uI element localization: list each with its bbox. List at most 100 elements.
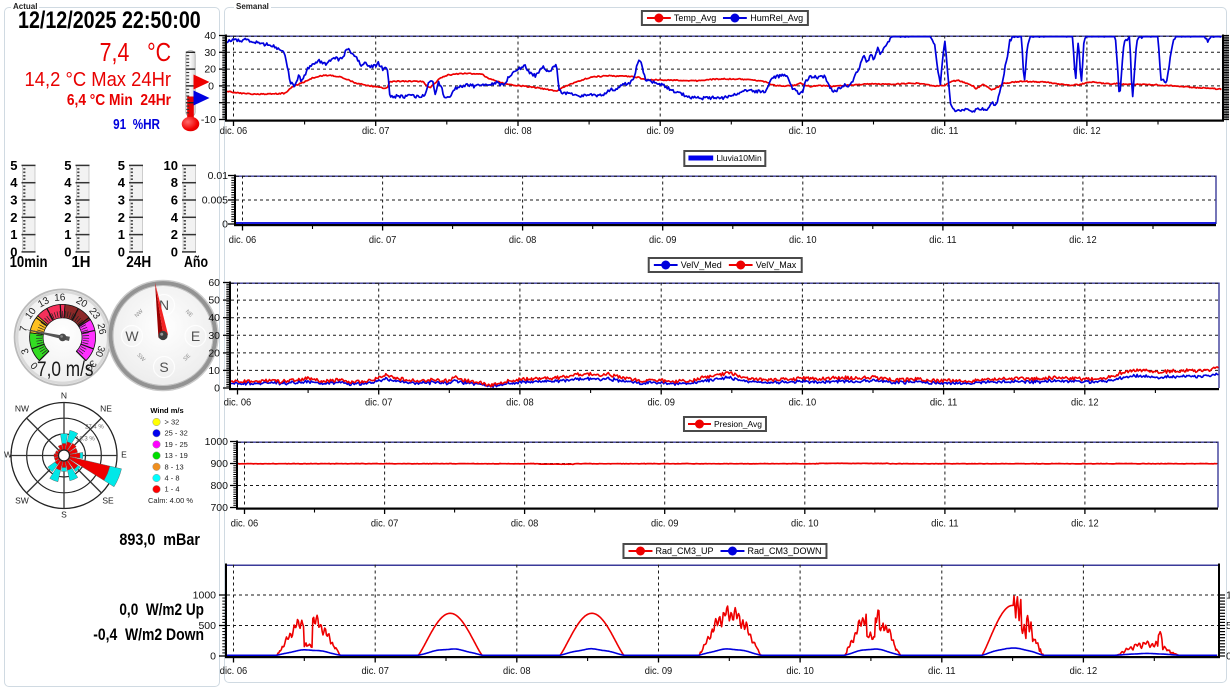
svg-text:18.3 %: 18.3 % xyxy=(76,437,95,443)
svg-text:26: 26 xyxy=(95,322,108,336)
svg-text:30: 30 xyxy=(208,330,220,342)
svg-text:dic. 10: dic. 10 xyxy=(789,397,817,409)
svg-text:4 - 8: 4 - 8 xyxy=(165,474,180,483)
svg-text:0: 0 xyxy=(118,244,125,259)
svg-text:13 - 19: 13 - 19 xyxy=(165,451,188,460)
svg-text:0.005: 0.005 xyxy=(202,195,228,207)
svg-text:1000: 1000 xyxy=(193,590,217,602)
svg-text:NE: NE xyxy=(100,404,112,414)
svg-text:dic. 08: dic. 08 xyxy=(503,665,531,677)
svg-text:dic. 08: dic. 08 xyxy=(506,397,534,409)
svg-text:Calm: 4.00 %: Calm: 4.00 % xyxy=(148,496,193,505)
svg-text:dic. 09: dic. 09 xyxy=(647,397,675,409)
svg-text:NW: NW xyxy=(15,404,29,414)
svg-text:dic. 12: dic. 12 xyxy=(1070,665,1098,677)
svg-text:dic. 12: dic. 12 xyxy=(1071,397,1099,409)
svg-text:1: 1 xyxy=(118,227,125,242)
svg-text:N: N xyxy=(61,391,67,401)
svg-text:30: 30 xyxy=(92,344,106,359)
svg-text:0: 0 xyxy=(214,383,220,395)
svg-text:8: 8 xyxy=(171,175,178,190)
svg-text:dic. 07: dic. 07 xyxy=(371,518,399,530)
svg-text:dic. 07: dic. 07 xyxy=(369,234,397,246)
svg-text:5: 5 xyxy=(64,158,71,173)
svg-text:dic. 09: dic. 09 xyxy=(651,518,679,530)
svg-text:2: 2 xyxy=(118,210,125,225)
svg-text:40: 40 xyxy=(204,30,216,42)
svg-text:Año: Año xyxy=(184,254,208,271)
svg-text:W: W xyxy=(125,328,139,344)
svg-text:dic. 10: dic. 10 xyxy=(791,518,819,530)
svg-text:dic. 09: dic. 09 xyxy=(645,665,673,677)
svg-text:dic. 06: dic. 06 xyxy=(220,665,248,677)
svg-text:S: S xyxy=(159,359,168,375)
svg-text:dic. 11: dic. 11 xyxy=(931,518,959,530)
svg-text:dic. 11: dic. 11 xyxy=(929,234,957,246)
svg-text:dic. 12: dic. 12 xyxy=(1069,234,1097,246)
svg-text:27.4 %: 27.4 % xyxy=(85,425,104,431)
svg-text:30: 30 xyxy=(204,47,216,59)
svg-text:SE: SE xyxy=(183,353,193,363)
svg-text:dic. 06: dic. 06 xyxy=(229,234,257,246)
svg-text:60: 60 xyxy=(208,277,220,289)
svg-text:5: 5 xyxy=(118,158,125,173)
svg-text:dic. 07: dic. 07 xyxy=(365,397,393,409)
svg-text:dic. 10: dic. 10 xyxy=(789,125,817,137)
svg-text:SW: SW xyxy=(135,353,146,364)
svg-text:E: E xyxy=(191,328,200,344)
svg-text:3: 3 xyxy=(19,346,31,355)
svg-text:dic. 08: dic. 08 xyxy=(504,125,532,137)
svg-text:NE: NE xyxy=(184,309,194,319)
svg-text:2: 2 xyxy=(171,227,178,242)
svg-text:6: 6 xyxy=(171,193,178,208)
svg-text:20: 20 xyxy=(74,295,89,310)
svg-text:dic. 12: dic. 12 xyxy=(1071,518,1099,530)
svg-text:13: 13 xyxy=(36,295,51,310)
svg-text:40: 40 xyxy=(208,312,220,324)
svg-text:N: N xyxy=(159,297,169,313)
svg-text:0: 0 xyxy=(64,244,71,259)
svg-text:dic. 12: dic. 12 xyxy=(1073,125,1101,137)
svg-text:dic. 09: dic. 09 xyxy=(646,125,674,137)
svg-text:E: E xyxy=(121,450,127,460)
svg-text:10: 10 xyxy=(164,158,178,173)
svg-text:0: 0 xyxy=(210,651,216,663)
svg-text:7: 7 xyxy=(18,325,30,333)
svg-text:2: 2 xyxy=(64,210,71,225)
svg-text:1000: 1000 xyxy=(1226,590,1230,602)
svg-text:1: 1 xyxy=(10,227,17,242)
svg-text:8 - 13: 8 - 13 xyxy=(165,462,184,471)
svg-text:3: 3 xyxy=(118,193,125,208)
svg-text:4: 4 xyxy=(64,175,72,190)
svg-text:S: S xyxy=(61,510,67,520)
svg-text:NW: NW xyxy=(134,308,145,319)
svg-text:dic. 07: dic. 07 xyxy=(361,665,389,677)
svg-text:900: 900 xyxy=(210,458,228,470)
svg-text:50: 50 xyxy=(208,295,220,307)
svg-text:dic. 11: dic. 11 xyxy=(931,125,959,137)
svg-text:10: 10 xyxy=(208,365,220,377)
svg-text:W: W xyxy=(4,450,12,460)
svg-text:dic. 08: dic. 08 xyxy=(509,234,537,246)
svg-text:0: 0 xyxy=(171,244,178,259)
svg-text:5: 5 xyxy=(10,158,17,173)
svg-text:2: 2 xyxy=(10,210,17,225)
svg-text:800: 800 xyxy=(210,480,228,492)
svg-text:0: 0 xyxy=(1226,651,1230,663)
svg-text:dic. 11: dic. 11 xyxy=(930,397,958,409)
svg-text:dic. 09: dic. 09 xyxy=(649,234,677,246)
svg-text:0: 0 xyxy=(222,219,228,231)
svg-text:dic. 11: dic. 11 xyxy=(928,665,956,677)
svg-text:dic. 07: dic. 07 xyxy=(362,125,390,137)
svg-text:0.01: 0.01 xyxy=(208,170,229,182)
svg-text:20: 20 xyxy=(208,347,220,359)
svg-text:4: 4 xyxy=(118,175,126,190)
svg-text:500: 500 xyxy=(1226,620,1230,632)
svg-text:16: 16 xyxy=(54,292,66,304)
svg-text:dic. 06: dic. 06 xyxy=(231,518,259,530)
svg-text:1H: 1H xyxy=(72,254,91,271)
svg-text:1: 1 xyxy=(64,227,71,242)
svg-text:dic. 10: dic. 10 xyxy=(789,234,817,246)
svg-text:25 - 32: 25 - 32 xyxy=(165,429,188,438)
svg-text:0: 0 xyxy=(208,80,214,92)
